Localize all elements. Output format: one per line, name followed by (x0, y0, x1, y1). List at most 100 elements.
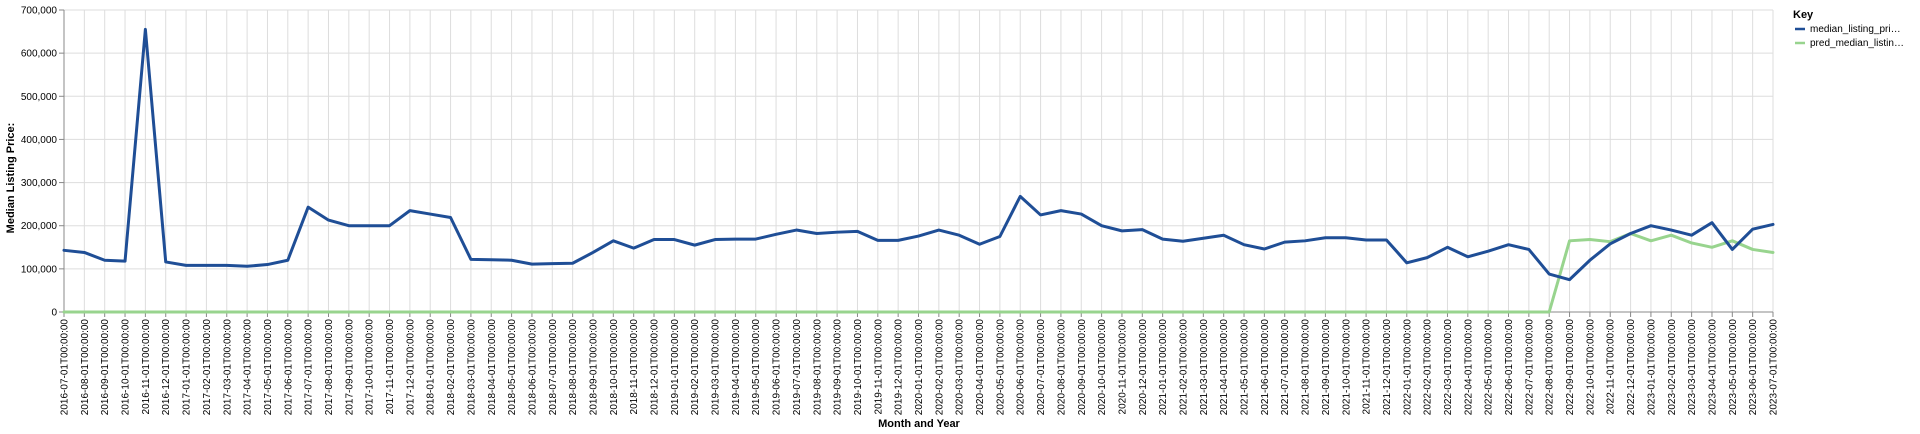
x-tick-label: 2022-05-01T00:00:00 (1484, 319, 1495, 416)
x-tick-label: 2018-12-01T00:00:00 (650, 319, 661, 416)
y-tick-label: 600,000 (21, 49, 58, 60)
x-tick-label: 2016-11-01T00:00:00 (141, 319, 152, 415)
x-tick-label: 2022-09-01T00:00:00 (1565, 319, 1576, 416)
x-tick-label: 2017-06-01T00:00:00 (283, 319, 294, 416)
x-tick-label: 2018-08-01T00:00:00 (568, 319, 579, 416)
x-tick-label: 2017-04-01T00:00:00 (243, 319, 254, 416)
x-tick-label: 2021-01-01T00:00:00 (1158, 319, 1169, 416)
x-tick-label: 2017-11-01T00:00:00 (385, 319, 396, 415)
x-tick-label: 2019-10-01T00:00:00 (853, 319, 864, 416)
x-tick-label: 2017-08-01T00:00:00 (324, 319, 335, 416)
x-tick-label: 2021-12-01T00:00:00 (1382, 319, 1393, 416)
y-axis: 0 100,000 200,000 300,000 400,000 500,000 600,… (21, 6, 65, 319)
x-tick-label: 2022-10-01T00:00:00 (1585, 319, 1596, 416)
legend-title: Key (1793, 9, 1814, 21)
x-tick-label: 2017-02-01T00:00:00 (202, 319, 213, 416)
x-tick-label: 2023-01-01T00:00:00 (1646, 319, 1657, 416)
x-tick-label: 2021-03-01T00:00:00 (1199, 319, 1210, 416)
y-tick-label: 500,000 (21, 92, 58, 103)
x-tick-label: 2020-03-01T00:00:00 (955, 319, 966, 416)
x-tick-label: 2016-07-01T00:00:00 (60, 319, 71, 416)
series-line-0 (62, 27, 1775, 282)
x-tick-label: 2021-11-01T00:00:00 (1362, 319, 1373, 415)
x-tick-label: 2019-11-01T00:00:00 (873, 319, 884, 415)
legend-label: median_listing_pri… (1810, 24, 1901, 35)
y-tick-label: 200,000 (21, 221, 58, 232)
x-tick-label: 2018-11-01T00:00:00 (629, 319, 640, 415)
x-tick-label: 2019-05-01T00:00:00 (751, 319, 762, 416)
x-tick-label: 2022-12-01T00:00:00 (1626, 319, 1637, 416)
x-tick-label: 2020-05-01T00:00:00 (995, 319, 1006, 416)
x-tick-label: 2023-03-01T00:00:00 (1687, 319, 1698, 416)
x-tick-label: 2018-06-01T00:00:00 (527, 319, 538, 416)
x-tick-label: 2016-12-01T00:00:00 (161, 319, 172, 416)
x-tick-label: 2018-02-01T00:00:00 (446, 319, 457, 416)
x-tick-label: 2017-01-01T00:00:00 (182, 319, 193, 416)
x-tick-label: 2016-10-01T00:00:00 (121, 319, 132, 416)
legend: Key median_listing_pri… pred_median_listi… (1793, 9, 1904, 49)
legend-label: pred_median_listin… (1810, 38, 1904, 49)
x-tick-label: 2021-05-01T00:00:00 (1240, 319, 1251, 416)
y-tick-label: 0 (51, 308, 57, 319)
x-tick-label: 2021-09-01T00:00:00 (1321, 319, 1332, 416)
x-tick-label: 2022-01-01T00:00:00 (1402, 319, 1413, 416)
x-tick-label: 2017-12-01T00:00:00 (405, 319, 416, 416)
x-tick-label: 2018-10-01T00:00:00 (609, 319, 620, 416)
x-tick-label: 2019-04-01T00:00:00 (731, 319, 742, 416)
x-tick-label: 2017-05-01T00:00:00 (263, 319, 274, 416)
y-tick-label: 700,000 (21, 6, 58, 17)
x-axis: 2016-07-01T00:00:00 2016-08-01T00:00:00 20… (60, 311, 1780, 416)
x-tick-label: 2019-01-01T00:00:00 (670, 319, 681, 416)
x-tick-label: 2023-02-01T00:00:00 (1667, 319, 1678, 416)
x-tick-label: 2020-07-01T00:00:00 (1036, 319, 1047, 416)
x-tick-label: 2021-04-01T00:00:00 (1219, 319, 1230, 416)
x-tick-label: 2020-02-01T00:00:00 (934, 319, 945, 416)
x-tick-label: 2020-12-01T00:00:00 (1138, 319, 1149, 416)
x-tick-label: 2022-04-01T00:00:00 (1463, 319, 1474, 416)
x-tick-label: 2021-08-01T00:00:00 (1301, 319, 1312, 416)
x-tick-label: 2016-08-01T00:00:00 (80, 319, 91, 416)
x-tick-label: 2020-01-01T00:00:00 (914, 319, 925, 416)
x-tick-label: 2019-06-01T00:00:00 (772, 319, 783, 416)
y-axis-title: Median Listing Price: (5, 123, 17, 234)
x-tick-label: 2022-07-01T00:00:00 (1524, 319, 1535, 416)
series-layer (62, 27, 1775, 314)
x-tick-label: 2019-07-01T00:00:00 (792, 319, 803, 416)
x-tick-label: 2016-09-01T00:00:00 (100, 319, 111, 416)
x-tick-label: 2017-03-01T00:00:00 (222, 319, 233, 416)
x-tick-label: 2022-02-01T00:00:00 (1423, 319, 1434, 416)
x-tick-label: 2018-09-01T00:00:00 (588, 319, 599, 416)
series-line-1 (62, 231, 1775, 314)
x-tick-label: 2018-04-01T00:00:00 (487, 319, 498, 416)
x-tick-label: 2022-06-01T00:00:00 (1504, 319, 1515, 416)
y-tick-label: 400,000 (21, 135, 58, 146)
x-tick-label: 2020-09-01T00:00:00 (1077, 319, 1088, 416)
x-tick-label: 2021-10-01T00:00:00 (1341, 319, 1352, 416)
x-tick-label: 2022-03-01T00:00:00 (1443, 319, 1454, 416)
grid-lines (63, 9, 1774, 313)
x-tick-label: 2022-11-01T00:00:00 (1606, 319, 1617, 415)
x-tick-label: 2019-12-01T00:00:00 (894, 319, 905, 416)
x-tick-label: 2020-04-01T00:00:00 (975, 319, 986, 416)
y-tick-label: 100,000 (21, 264, 58, 275)
x-tick-label: 2020-11-01T00:00:00 (1117, 319, 1128, 415)
x-tick-label: 2019-03-01T00:00:00 (711, 319, 722, 416)
x-tick-label: 2018-05-01T00:00:00 (507, 319, 518, 416)
x-tick-label: 2019-02-01T00:00:00 (690, 319, 701, 416)
x-tick-label: 2022-08-01T00:00:00 (1545, 319, 1556, 416)
x-tick-label: 2018-07-01T00:00:00 (548, 319, 559, 416)
x-tick-label: 2020-10-01T00:00:00 (1097, 319, 1108, 416)
x-tick-label: 2023-05-01T00:00:00 (1728, 319, 1739, 416)
x-tick-label: 2023-06-01T00:00:00 (1748, 319, 1759, 416)
x-tick-label: 2020-08-01T00:00:00 (1056, 319, 1067, 416)
x-tick-label: 2017-09-01T00:00:00 (344, 319, 355, 416)
x-tick-label: 2021-06-01T00:00:00 (1260, 319, 1271, 416)
x-tick-label: 2021-07-01T00:00:00 (1280, 319, 1291, 416)
x-tick-label: 2019-08-01T00:00:00 (812, 319, 823, 416)
x-axis-title: Month and Year (878, 418, 960, 430)
x-tick-label: 2019-09-01T00:00:00 (833, 319, 844, 416)
x-tick-label: 2023-07-01T00:00:00 (1769, 319, 1780, 416)
x-tick-label: 2020-06-01T00:00:00 (1016, 319, 1027, 416)
x-tick-label: 2017-10-01T00:00:00 (365, 319, 376, 416)
